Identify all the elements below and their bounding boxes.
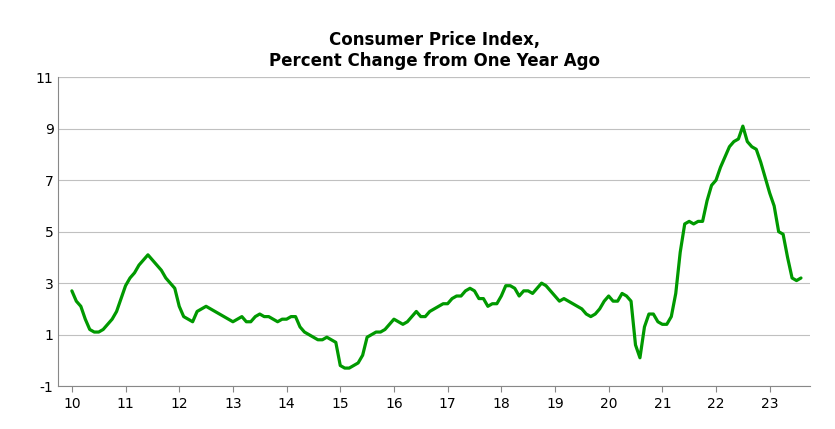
Title: Consumer Price Index,
Percent Change from One Year Ago: Consumer Price Index, Percent Change fro… (269, 31, 600, 70)
